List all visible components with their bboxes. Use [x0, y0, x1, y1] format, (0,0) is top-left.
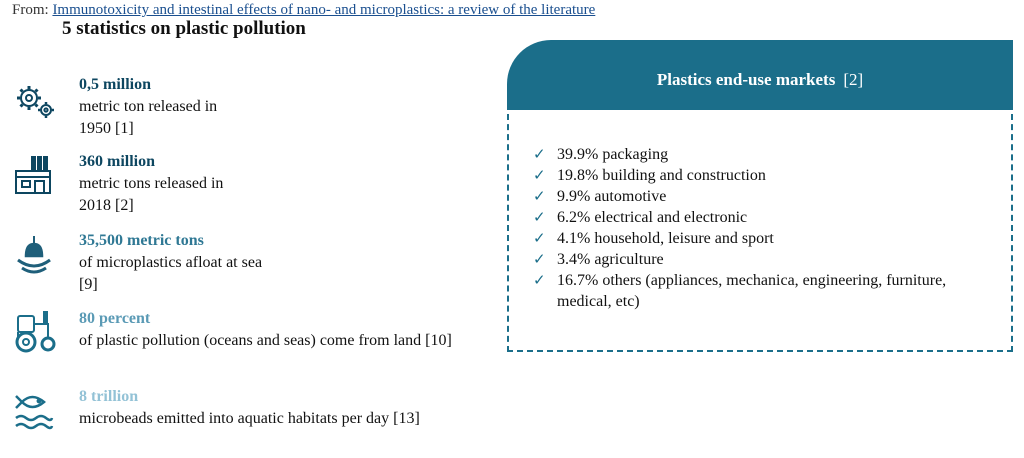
article-link[interactable]: Immunotoxicity and intestinal effects of… — [52, 2, 596, 18]
check-icon: ✓ — [533, 229, 546, 247]
stat-description: metric ton released in 1950 [1] — [79, 98, 218, 137]
stat-description: of microplastics afloat at sea [9] — [79, 254, 263, 293]
stat-value: 360 million — [79, 153, 156, 170]
check-icon: ✓ — [533, 187, 546, 205]
check-icon: ✓ — [533, 271, 546, 289]
check-icon: ✓ — [533, 250, 546, 268]
end-use-markets-panel: Plastics end-use markets [2] ✓ 39.9% packa… — [507, 40, 1013, 354]
stat-description: microbeads emitted into aquatic habitats… — [79, 410, 420, 427]
list-item: ✓ 6.2% electrical and electronic — [533, 208, 748, 226]
stat-description: metric tons released in 2018 [2] — [79, 175, 224, 214]
stat-item: 35,500 metric tons of microplastics aflo… — [0, 232, 500, 302]
stat-item: 80 percent of plastic pollution (oceans … — [0, 310, 500, 380]
buoy-icon — [12, 232, 56, 276]
panel-body: ✓ 39.9% packaging ✓ 19.8% building and con… — [507, 114, 1013, 352]
check-icon: ✓ — [533, 208, 546, 226]
list-item: ✓ 3.4% agriculture — [533, 250, 664, 268]
from-label: From: — [12, 2, 49, 18]
page-title: 5 statistics on plastic pollution — [62, 18, 306, 39]
tractor-icon — [12, 310, 56, 354]
panel-header: Plastics end-use markets [2] — [507, 40, 1013, 110]
factory-icon — [12, 153, 56, 197]
list-item: ✓ 4.1% household, leisure and sport — [533, 229, 774, 247]
stat-description: of plastic pollution (oceans and seas) c… — [79, 332, 452, 349]
fish-waves-icon — [12, 390, 56, 434]
stat-value: 35,500 metric tons — [79, 232, 204, 249]
list-item: ✓ 19.8% building and construction — [533, 166, 766, 184]
stat-value: 8 trillion — [79, 388, 139, 405]
panel-title: Plastics end-use markets [2] — [656, 70, 864, 89]
list-item: ✓ 9.9% automotive — [533, 187, 667, 205]
list-item: ✓ 16.7% others (appliances, mechanica, en… — [533, 271, 947, 310]
market-list: ✓ 39.9% packaging ✓ 19.8% building and con… — [533, 144, 993, 312]
stat-value: 0,5 million — [79, 76, 152, 93]
gears-icon — [12, 78, 56, 122]
check-icon: ✓ — [533, 145, 546, 163]
stat-item: 8 trillion microbeads emitted into aquat… — [0, 388, 500, 458]
check-icon: ✓ — [533, 166, 546, 184]
list-item: ✓ 39.9% packaging — [533, 145, 669, 163]
stat-item: 0,5 million metric ton released in 1950 … — [0, 76, 500, 146]
stat-value: 80 percent — [79, 310, 151, 327]
stat-item: 360 million metric tons released in 2018… — [0, 153, 500, 223]
source-line: From: Immunotoxicity and intestinal effe… — [12, 2, 595, 19]
